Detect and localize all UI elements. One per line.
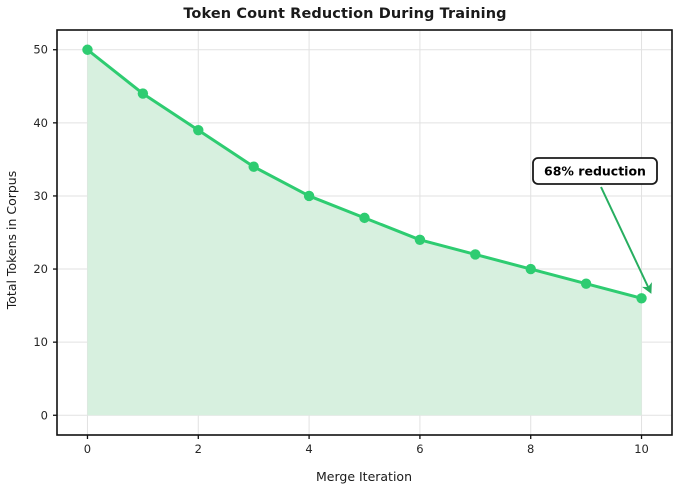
y-tick-label: 50: [33, 43, 48, 57]
data-point-0: [82, 44, 93, 55]
y-tick-label: 10: [33, 335, 48, 349]
y-axis-ticks: 0 10 20 30 40 50: [33, 43, 57, 422]
data-point-7: [470, 249, 481, 260]
data-point-9: [580, 278, 592, 289]
x-tick-label: 10: [634, 442, 649, 456]
plot-frame: [56, 29, 673, 436]
data-point-8: [525, 263, 536, 275]
area-fill: [87, 49, 642, 416]
data-point-4: [303, 190, 315, 202]
annotation-label: 68% reduction: [544, 164, 646, 179]
x-tick-label: 4: [305, 442, 312, 456]
data-point-2: [193, 124, 204, 136]
x-tick-label: 8: [527, 442, 534, 456]
x-tick-label: 0: [84, 442, 91, 456]
data-point-5: [359, 212, 370, 224]
annotation-box: [532, 157, 658, 185]
data-markers: [82, 44, 647, 304]
x-tick-label: 6: [416, 442, 423, 456]
y-tick-label: 40: [33, 116, 48, 130]
data-point-3: [248, 161, 259, 172]
data-point-6: [414, 234, 426, 246]
y-tick-label: 30: [33, 189, 48, 203]
y-tick-label: 0: [41, 408, 48, 422]
x-tick-label: 2: [195, 442, 202, 456]
x-axis-ticks: 0 2 4 6 8 10: [84, 435, 649, 456]
x-axis-label: Merge Iteration: [316, 469, 412, 484]
data-point-1: [137, 88, 149, 99]
annotation-arrow: [600, 186, 652, 294]
y-axis-label: Total Tokens in Corpus: [4, 171, 19, 310]
chart-title: Token Count Reduction During Training: [183, 6, 507, 22]
data-point-10: [636, 293, 647, 304]
y-tick-label: 20: [33, 262, 48, 276]
